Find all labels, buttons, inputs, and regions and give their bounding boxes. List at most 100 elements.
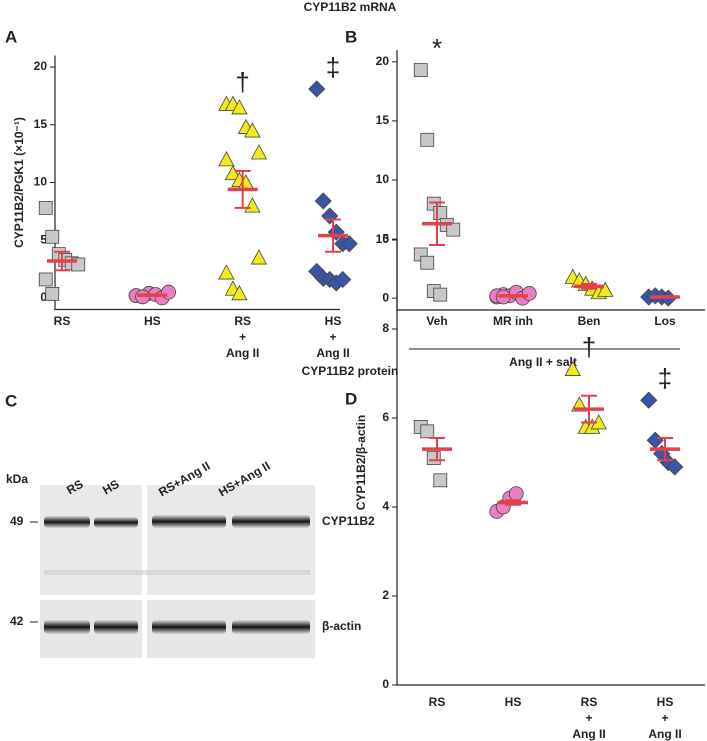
point — [45, 229, 60, 244]
band — [44, 516, 90, 528]
mw-label: 49 — [10, 514, 24, 528]
point — [308, 80, 326, 98]
band — [44, 620, 90, 634]
point — [646, 431, 664, 449]
x-tick-label: RS — [54, 314, 71, 328]
axis — [396, 240, 705, 686]
y-axis-label: CYP11B2/β-actin — [354, 415, 368, 510]
y-tick-label: 2 — [382, 588, 389, 602]
y-tick-label: 6 — [382, 410, 389, 424]
point — [420, 255, 435, 270]
panel-label: D — [345, 389, 357, 408]
x-tick-label: HS — [657, 695, 674, 709]
blot-membrane — [147, 485, 315, 595]
point — [640, 391, 658, 409]
x-tick-label: Ang II — [316, 346, 349, 360]
x-tick-label: RS — [581, 695, 598, 709]
point — [340, 235, 358, 253]
point — [564, 360, 581, 376]
x-tick-label: Veh — [426, 314, 447, 328]
point — [666, 458, 684, 476]
y-tick-label: 15 — [376, 113, 390, 127]
blot-membrane — [40, 485, 142, 595]
point — [420, 132, 435, 147]
y-tick-label: 0 — [40, 290, 47, 304]
band — [152, 620, 226, 634]
panel-label: C — [5, 391, 17, 410]
point — [446, 222, 461, 237]
y-tick-label: 0 — [382, 290, 389, 304]
point — [433, 206, 448, 220]
y-tick-label: 10 — [376, 172, 390, 186]
significance-mark: * — [432, 33, 442, 63]
y-tick-label: 8 — [382, 321, 389, 335]
band — [94, 620, 138, 634]
x-tick-label: MR inh — [493, 314, 533, 328]
band — [152, 515, 226, 528]
band — [94, 517, 138, 528]
x-tick-label: RS — [429, 695, 446, 709]
x-tick-label: Ang II — [226, 346, 259, 360]
y-tick-label: 10 — [376, 232, 390, 246]
point — [250, 144, 268, 160]
point — [38, 200, 53, 215]
point — [508, 486, 524, 502]
point — [433, 287, 448, 302]
point — [224, 164, 242, 181]
point — [334, 270, 352, 289]
point — [45, 287, 60, 301]
bracket-label: Ang II + salt — [509, 355, 577, 369]
y-tick-label: 5 — [40, 232, 47, 246]
y-tick-label: 4 — [382, 499, 389, 513]
band-label: β-actin — [322, 619, 361, 633]
point — [314, 192, 332, 210]
band — [232, 515, 310, 528]
point — [413, 63, 428, 77]
point — [38, 272, 53, 287]
point — [250, 249, 268, 265]
point — [420, 424, 435, 439]
y-tick-label: 0 — [382, 677, 389, 691]
point — [244, 197, 261, 213]
x-tick-label: Ben — [578, 314, 601, 328]
heading: CYP11B2 protein — [302, 364, 399, 378]
y-tick-label: 5 — [382, 231, 389, 245]
y-tick-label: 20 — [34, 59, 48, 73]
y-tick-label: 10 — [34, 175, 48, 189]
y-tick-label: 20 — [376, 54, 390, 68]
band — [232, 620, 310, 634]
significance-mark: † — [582, 332, 596, 362]
point — [231, 284, 248, 301]
point — [218, 151, 235, 167]
x-tick-label: HS — [325, 314, 342, 328]
y-axis-label: CYP11B2/PGK1 (×10⁻¹) — [12, 117, 26, 248]
point — [161, 284, 176, 300]
heading: CYP11B2 mRNA — [304, 0, 397, 14]
x-tick-label: HS — [505, 695, 522, 709]
x-tick-label: HS — [144, 314, 161, 328]
significance-mark: ‡ — [658, 363, 672, 393]
x-tick-label: + — [661, 711, 668, 725]
y-tick-label: 15 — [34, 117, 48, 131]
axis — [54, 55, 340, 311]
point — [521, 286, 537, 301]
x-tick-label: RS — [234, 314, 251, 328]
faint-band — [44, 570, 310, 575]
point — [597, 281, 614, 297]
x-tick-label: + — [329, 330, 336, 344]
x-tick-label: + — [239, 330, 246, 344]
mw-label: 42 — [10, 614, 24, 628]
point — [433, 473, 448, 488]
point — [218, 264, 235, 280]
point — [321, 207, 339, 225]
point — [231, 99, 248, 115]
band-label: CYP11B2 — [322, 514, 375, 528]
panel-label: A — [5, 27, 17, 46]
x-tick-label: Ang II — [648, 727, 681, 741]
axis — [396, 50, 705, 311]
blot: C kDa RS HS RS+Ang II HS+Ang II 49 42 CY… — [5, 391, 375, 658]
significance-mark: † — [235, 67, 249, 97]
point — [244, 122, 261, 138]
significance-mark: ‡ — [326, 52, 340, 82]
